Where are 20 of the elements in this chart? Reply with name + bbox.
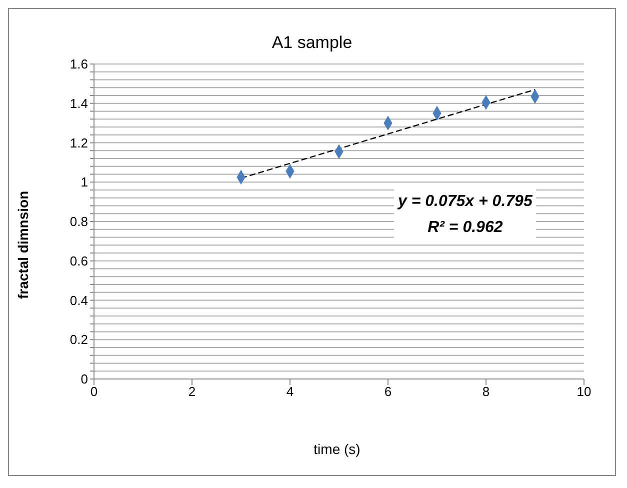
y-axis-title: fractal dimnsion (15, 190, 31, 299)
y-tick-label: 0.8 (70, 214, 88, 230)
x-tick-label: 8 (482, 384, 490, 400)
y-tick-label: 1 (80, 174, 88, 190)
y-tick-label: 0.2 (70, 332, 88, 348)
y-tick-label: 1.6 (70, 56, 88, 72)
x-tick-label: 0 (90, 384, 98, 400)
x-axis-title: time (s) (312, 441, 362, 457)
y-tick-label: 0.4 (70, 292, 88, 308)
y-tick-label: 1.4 (70, 96, 88, 111)
y-tick-label: 0.6 (70, 253, 88, 268)
x-tick-label: 6 (384, 384, 392, 400)
y-tick-label: 1.2 (70, 135, 88, 150)
x-tick-label: 4 (286, 384, 294, 400)
chart-title: A1 sample (270, 33, 354, 53)
x-tick-label: 10 (576, 384, 592, 400)
annotation: y = 0.075x + 0.795 (398, 192, 532, 212)
annotation: R² = 0.962 (426, 218, 504, 238)
y-tick-label: 0 (80, 372, 88, 387)
x-tick-label: 2 (188, 384, 196, 400)
